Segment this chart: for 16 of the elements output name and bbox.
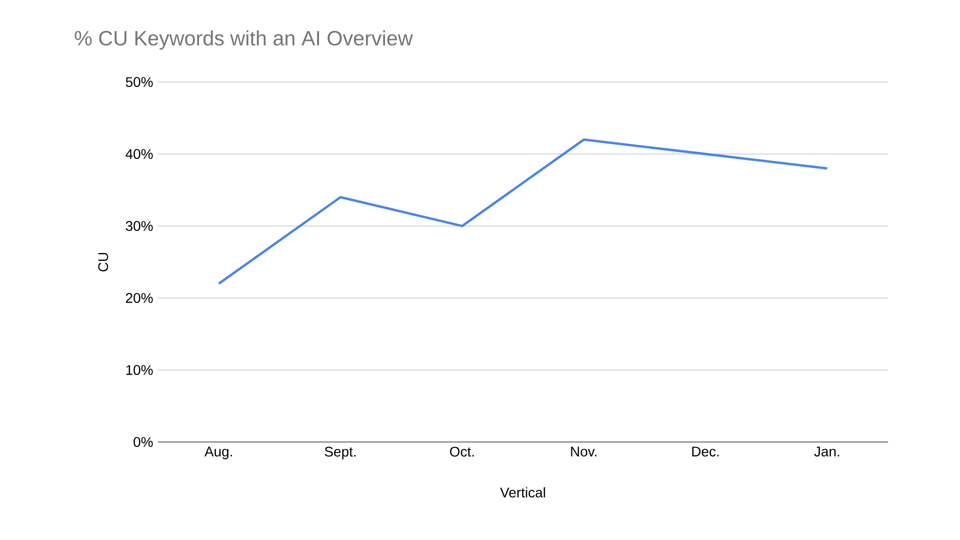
x-tick-label: Jan. [814, 446, 840, 456]
x-tick-label: Sept. [324, 446, 356, 460]
y-tick-label: 10% [126, 365, 153, 375]
x-tick-label: Nov. [571, 446, 596, 456]
y-tick-label: 20% [126, 293, 153, 303]
y-tick-label: 40% [126, 149, 153, 159]
y-tick-label: 0% [134, 437, 153, 447]
y-tick-label: 30% [126, 221, 153, 231]
line-series [218, 138, 828, 285]
y-tick-label: 50% [126, 77, 153, 87]
x-axis-title: Vertical [500, 487, 546, 498]
y-axis-title: CU [98, 252, 108, 272]
x-tick-label: Oct. [450, 446, 474, 457]
x-tick-label: Dec. [692, 446, 719, 456]
x-tick-label: Aug. [204, 446, 232, 460]
chart-title: % CU Keywords with an AI Overview [74, 30, 413, 50]
